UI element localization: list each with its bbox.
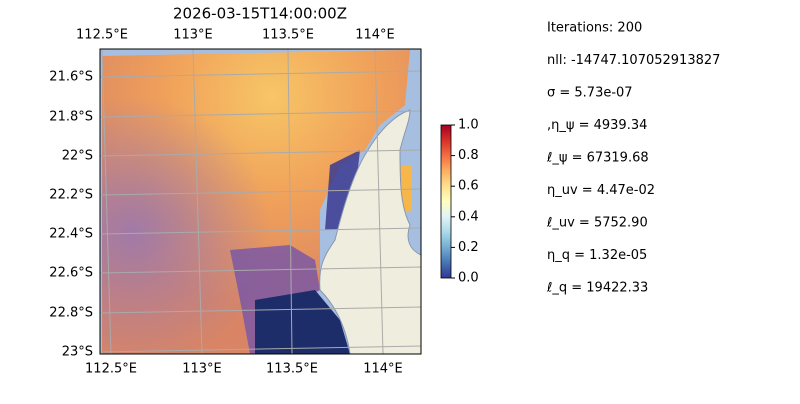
lat-label: 21.8°S <box>49 110 93 125</box>
lon-label: 113°E <box>182 362 222 377</box>
lon-label: 112.5°E <box>85 362 137 377</box>
colorbar-tick-label: 0.6 <box>458 179 479 194</box>
lat-label: 23°S <box>62 345 93 360</box>
param-text: η_q = 1.32e-05 <box>547 248 647 263</box>
colorbar-tick-label: 0.4 <box>458 209 479 224</box>
lon-label: 113°E <box>173 28 213 43</box>
colorbar <box>440 124 452 279</box>
param-text: Iterations: 200 <box>547 21 642 36</box>
param-text: ℓ_q = 19422.33 <box>546 281 648 296</box>
param-text: nll: -14747.107052913827 <box>547 53 720 68</box>
lat-label: 22.2°S <box>49 188 93 203</box>
param-text: η_uv = 4.47e-02 <box>547 183 655 198</box>
lon-label: 114°E <box>355 28 395 43</box>
lon-label: 113.5°E <box>266 362 318 377</box>
param-text: ℓ_ψ = 67319.68 <box>546 151 649 166</box>
colorbar-tick-label: 0.2 <box>458 240 479 255</box>
map-title: 2026-03-15T14:00:00Z <box>173 5 347 23</box>
param-text: σ = 5.73e-07 <box>547 86 633 101</box>
map <box>100 49 421 354</box>
param-text: ℓ_uv = 5752.90 <box>546 216 648 231</box>
lat-label: 22.8°S <box>49 306 93 321</box>
lon-label: 114°E <box>363 362 403 377</box>
lat-label: 22.4°S <box>49 227 93 242</box>
colorbar-tick-label: 0.8 <box>458 148 479 163</box>
lon-label: 112.5°E <box>76 28 128 43</box>
lat-label: 22.6°S <box>49 266 93 281</box>
lat-label: 22°S <box>62 149 93 164</box>
param-text: ,η_ψ = 4939.34 <box>547 118 647 133</box>
colorbar-tick-label: 1.0 <box>458 118 479 133</box>
colorbar-tick-label: 0.0 <box>458 271 479 286</box>
lon-label: 113.5°E <box>262 28 314 43</box>
lat-label: 21.6°S <box>49 70 93 85</box>
